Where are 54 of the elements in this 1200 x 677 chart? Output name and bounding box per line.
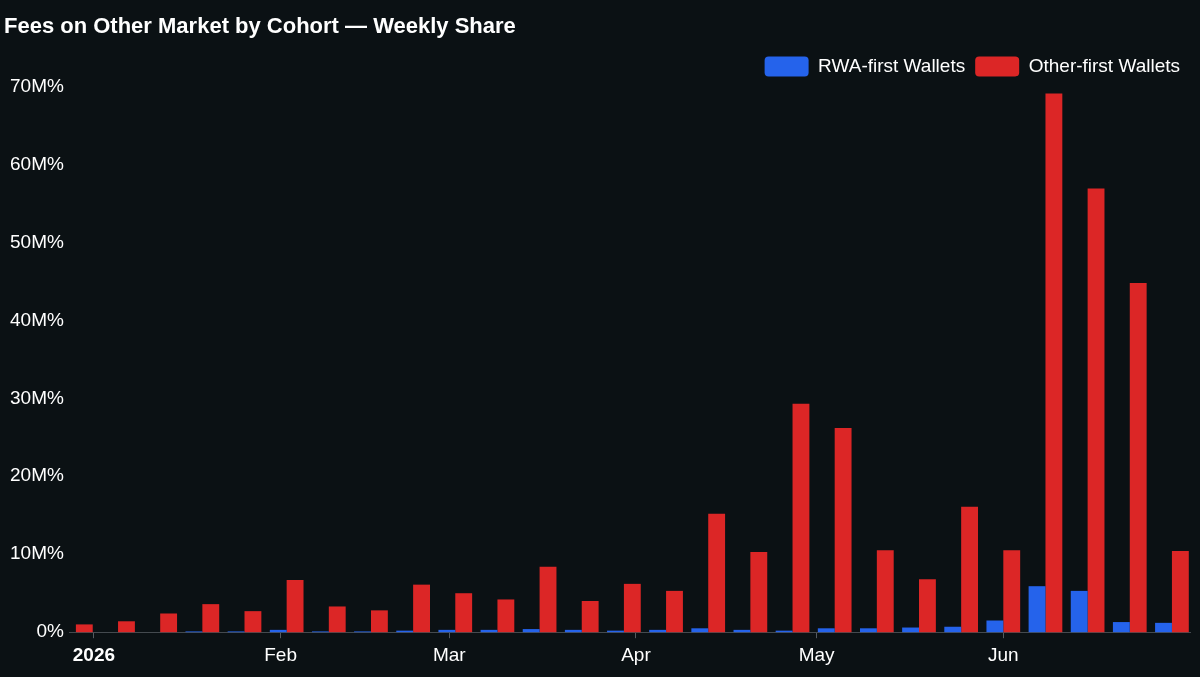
bar [522, 629, 540, 633]
bar [708, 513, 726, 633]
x-tick-label: Jun [987, 643, 1019, 665]
legend-label: Other-first Wallets [1028, 54, 1181, 76]
bar [623, 583, 641, 633]
x-tick-label: Feb [264, 643, 298, 665]
y-tick-label: 30M% [10, 386, 64, 408]
y-tick-label: 60M% [10, 152, 64, 174]
bar [244, 611, 262, 633]
bar [859, 628, 877, 633]
bar [1028, 586, 1046, 633]
x-tick-label: 2026 [72, 643, 116, 665]
y-tick-label: 20M% [10, 464, 64, 486]
y-tick-label: 10M% [10, 542, 64, 564]
bar [1070, 590, 1088, 633]
legend-label: RWA-first Wallets [818, 54, 966, 76]
bar [876, 550, 894, 633]
bar [370, 610, 388, 633]
bar [944, 626, 962, 633]
bar [691, 628, 709, 633]
bar [1003, 550, 1021, 633]
bar [919, 579, 936, 633]
chart-title: Fees on Other Market by Cohort — Weekly Share [4, 13, 516, 39]
y-tick-label: 50M% [10, 230, 64, 252]
bar [666, 590, 683, 633]
x-tick-label: Mar [432, 643, 467, 665]
bar [1087, 188, 1105, 633]
bar [834, 427, 852, 633]
bar [1112, 622, 1130, 633]
y-tick-label: 0% [36, 620, 64, 642]
y-tick-label: 70M% [10, 74, 64, 96]
bar [792, 403, 810, 633]
bar [961, 506, 979, 633]
y-tick-label: 40M% [10, 308, 64, 330]
bar [581, 601, 599, 633]
bar [1171, 551, 1189, 633]
bar [539, 566, 557, 633]
x-tick-label: May [798, 643, 836, 665]
x-tick-label: Apr [621, 643, 652, 665]
bar [75, 624, 93, 633]
bar [1129, 282, 1147, 633]
bar [986, 620, 1004, 633]
bar [160, 613, 178, 633]
bar [497, 599, 515, 633]
bar [328, 606, 346, 633]
bar [455, 593, 473, 633]
bar [1155, 622, 1172, 633]
bar [118, 621, 135, 633]
bar [202, 604, 220, 633]
bar [1045, 93, 1063, 633]
bar [750, 551, 768, 633]
bar [817, 628, 835, 633]
bar [286, 579, 304, 633]
bar [413, 584, 430, 633]
